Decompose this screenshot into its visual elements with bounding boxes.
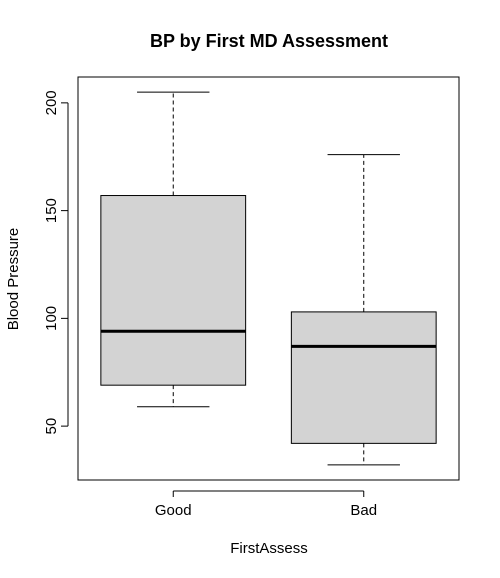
x-tick-label: Good: [155, 502, 192, 519]
x-axis-label: FirstAssess: [230, 540, 308, 557]
box-good: [100, 91, 247, 408]
box-bad: [290, 154, 437, 466]
boxes-group: [100, 91, 437, 466]
y-axis-label: Blood Pressure: [5, 228, 22, 331]
plot-frame: [77, 76, 460, 481]
y-tick-label: 50: [43, 418, 60, 435]
y-tick-label: 100: [43, 306, 60, 331]
iqr-box: [100, 195, 247, 386]
chart-title: BP by First MD Assessment: [150, 31, 388, 51]
y-tick-label: 200: [43, 90, 60, 115]
x-tick-label: Bad: [350, 502, 377, 519]
x-axis: Good Bad: [155, 490, 377, 519]
y-tick-label: 150: [43, 198, 60, 223]
y-axis: 50 100 150 200: [43, 90, 69, 435]
iqr-box: [290, 311, 437, 444]
